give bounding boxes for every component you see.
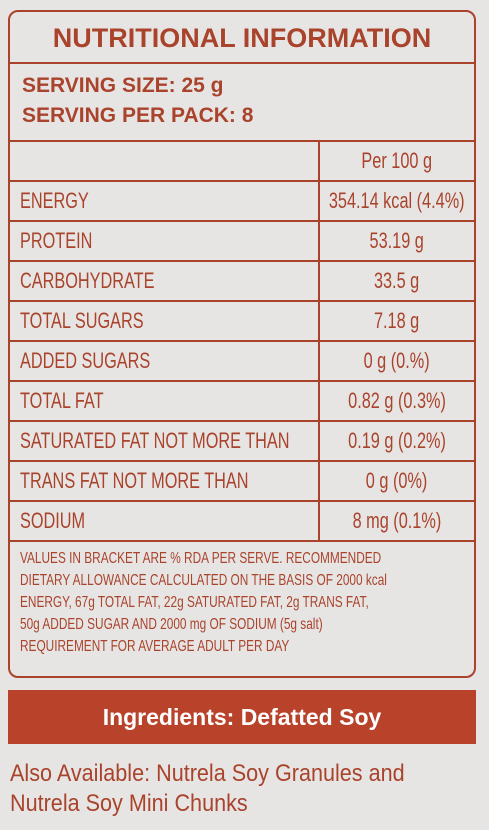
ingredients: Ingredients: Defatted Soy bbox=[102, 703, 382, 730]
footnote-text: 50g ADDED SUGAR AND 2000 mg OF SODIUM (5… bbox=[20, 616, 323, 633]
label-text: CARBOHYDRATE bbox=[20, 268, 155, 293]
value-text: 0.19 g (0.2%) bbox=[348, 428, 446, 453]
value-text: 0 g (0.%) bbox=[363, 348, 431, 373]
label-text: TRANS FAT NOT MORE THAN bbox=[20, 468, 249, 493]
title-row: NUTRITIONAL INFORMATION bbox=[10, 12, 474, 64]
row-value: 354.14 kcal (4.4%) bbox=[318, 182, 474, 220]
footnote-text: ENERGY, 67g TOTAL FAT, 22g SATURATED FAT… bbox=[20, 594, 369, 611]
row-value: 33.5 g bbox=[318, 262, 474, 300]
value-text: 0 g (0%) bbox=[366, 468, 428, 493]
nutrient-row: TRANS FAT NOT MORE THAN 0 g (0%) bbox=[10, 462, 474, 502]
serving-size: SERVING SIZE: 25 g bbox=[22, 74, 224, 97]
row-label: ADDED SUGARS bbox=[20, 342, 196, 380]
nutrient-row: ENERGY 354.14 kcal (4.4%) bbox=[10, 182, 474, 222]
label-text: SODIUM bbox=[20, 508, 86, 533]
row-label: TOTAL SUGARS bbox=[20, 302, 187, 340]
header-row: Per 100 g bbox=[10, 142, 474, 182]
label-text: ENERGY bbox=[20, 188, 89, 213]
footnote-line: ENERGY, 67g TOTAL FAT, 22g SATURATED FAT… bbox=[20, 594, 474, 612]
footnote-text: DIETARY ALLOWANCE CALCULATED ON THE BASI… bbox=[20, 572, 387, 589]
label-text: ADDED SUGARS bbox=[20, 348, 151, 373]
row-value: 0.82 g (0.3%) bbox=[318, 382, 474, 420]
row-value: Per 100 g bbox=[318, 142, 474, 180]
nutrient-row: SATURATED FAT NOT MORE THAN 0.19 g (0.2%) bbox=[10, 422, 474, 462]
row-label: SODIUM bbox=[20, 502, 108, 540]
row-value: 0 g (0%) bbox=[318, 462, 474, 500]
row-value: 0.19 g (0.2%) bbox=[318, 422, 474, 460]
footnote-line: 50g ADDED SUGAR AND 2000 mg OF SODIUM (5… bbox=[20, 616, 429, 634]
nutrient-row: TOTAL SUGARS 7.18 g bbox=[10, 302, 474, 342]
label-text: TOTAL FAT bbox=[20, 388, 104, 413]
nutrient-row: PROTEIN 53.19 g bbox=[10, 222, 474, 262]
also-line: Nutrela Soy Mini Chunks bbox=[10, 790, 248, 817]
value-text: 8 mg (0.1%) bbox=[352, 508, 442, 533]
row-value: 53.19 g bbox=[318, 222, 474, 260]
footnote-text: VALUES IN BRACKET ARE % RDA PER SERVE. R… bbox=[20, 550, 382, 567]
label-text: SATURATED FAT NOT MORE THAN bbox=[20, 428, 290, 453]
footnote-line: DIETARY ALLOWANCE CALCULATED ON THE BASI… bbox=[20, 572, 474, 590]
also-available: Also Available: Nutrela Soy Granules and… bbox=[10, 760, 448, 818]
row-label: TOTAL FAT bbox=[20, 382, 133, 420]
value-text: 33.5 g bbox=[374, 268, 420, 293]
serving-per-pack: SERVING PER PACK: 8 bbox=[22, 104, 254, 127]
nutrient-row: TOTAL FAT 0.82 g (0.3%) bbox=[10, 382, 474, 422]
title: NUTRITIONAL INFORMATION bbox=[52, 23, 432, 53]
nutrition-panel: NUTRITIONAL INFORMATION SERVING SIZE: 25… bbox=[8, 10, 476, 678]
row-label: PROTEIN bbox=[20, 222, 118, 260]
footnote-line: VALUES IN BRACKET ARE % RDA PER SERVE. R… bbox=[20, 550, 474, 568]
value-text: 0.82 g (0.3%) bbox=[348, 388, 446, 413]
footnote-line: REQUIREMENT FOR AVERAGE ADULT PER DAY bbox=[20, 638, 384, 656]
nutrient-row: CARBOHYDRATE 33.5 g bbox=[10, 262, 474, 302]
ingredients-bar: Ingredients: Defatted Soy bbox=[8, 690, 476, 744]
value-text: Per 100 g bbox=[361, 148, 433, 173]
value-text: 7.18 g bbox=[374, 308, 420, 333]
nutrient-row: ADDED SUGARS 0 g (0.%) bbox=[10, 342, 474, 382]
row-label: ENERGY bbox=[20, 182, 113, 220]
row-value: 0 g (0.%) bbox=[318, 342, 474, 380]
row-value: 7.18 g bbox=[318, 302, 474, 340]
value-text: 354.14 kcal (4.4%) bbox=[329, 188, 465, 213]
value-text: 53.19 g bbox=[369, 228, 425, 253]
row-label: TRANS FAT NOT MORE THAN bbox=[20, 462, 329, 500]
label-text: PROTEIN bbox=[20, 228, 93, 253]
label-text: TOTAL SUGARS bbox=[20, 308, 144, 333]
serving-row: SERVING SIZE: 25 g SERVING PER PACK: 8 bbox=[10, 64, 474, 142]
row-value: 8 mg (0.1%) bbox=[318, 502, 474, 540]
row-label: CARBOHYDRATE bbox=[20, 262, 202, 300]
also-line: Also Available: Nutrela Soy Granules and bbox=[10, 760, 405, 787]
footnote-text: REQUIREMENT FOR AVERAGE ADULT PER DAY bbox=[20, 638, 290, 655]
nutrient-row: SODIUM 8 mg (0.1%) bbox=[10, 502, 474, 542]
row-label: SATURATED FAT NOT MORE THAN bbox=[20, 422, 384, 460]
